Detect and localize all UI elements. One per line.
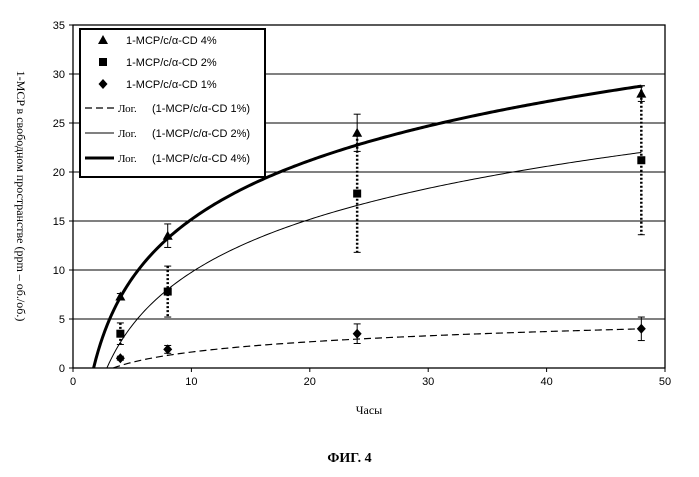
x-tick-label-50: 50 — [659, 376, 671, 388]
marker-square-4 — [116, 330, 124, 338]
x-tick-label-20: 20 — [304, 376, 316, 388]
legend-label-series-1pct: 1-MCP/c/α-CD 1% — [126, 79, 217, 91]
legend-trend-label-1pct: (1-MCP/c/α-CD 1%) — [152, 103, 250, 115]
legend-label-series-2pct: 1-MCP/c/α-CD 2% — [126, 57, 217, 69]
x-tick-label-0: 0 — [70, 376, 76, 388]
legend-trend-prefix-2pct: Лог. — [118, 128, 137, 140]
marker-square-24 — [353, 190, 361, 198]
legend-trend-label-2pct: (1-MCP/c/α-CD 2%) — [152, 128, 250, 140]
legend-swatch-square — [99, 58, 107, 66]
y-tick-label-5: 5 — [59, 314, 65, 326]
y-tick-label-10: 10 — [53, 265, 65, 277]
marker-square-48 — [637, 156, 645, 164]
legend-trend-prefix-1pct: Лог. — [118, 103, 137, 115]
x-tick-label-10: 10 — [185, 376, 197, 388]
y-tick-label-35: 35 — [53, 20, 65, 32]
y-tick-label-15: 15 — [53, 216, 65, 228]
y-axis-title: 1-MCP в свободном пространстве (ppm – об… — [14, 71, 28, 322]
x-tick-label-40: 40 — [540, 376, 552, 388]
legend-trend-prefix-4pct: Лог. — [118, 153, 137, 165]
y-tick-label-20: 20 — [53, 167, 65, 179]
y-tick-label-25: 25 — [53, 118, 65, 130]
y-tick-label-0: 0 — [59, 363, 65, 375]
y-tick-label-30: 30 — [53, 69, 65, 81]
legend-trend-label-4pct: (1-MCP/c/α-CD 4%) — [152, 153, 250, 165]
marker-square-8 — [164, 288, 172, 296]
legend: 1-MCP/c/α-CD 4% 1-MCP/c/α-CD 2% 1-MCP/c/… — [80, 29, 265, 177]
figure-caption: ФИГ. 4 — [0, 451, 699, 467]
x-axis-title: Часы — [356, 403, 383, 417]
x-tick-label-30: 30 — [422, 376, 434, 388]
legend-label-series-4pct: 1-MCP/c/α-CD 4% — [126, 35, 217, 47]
